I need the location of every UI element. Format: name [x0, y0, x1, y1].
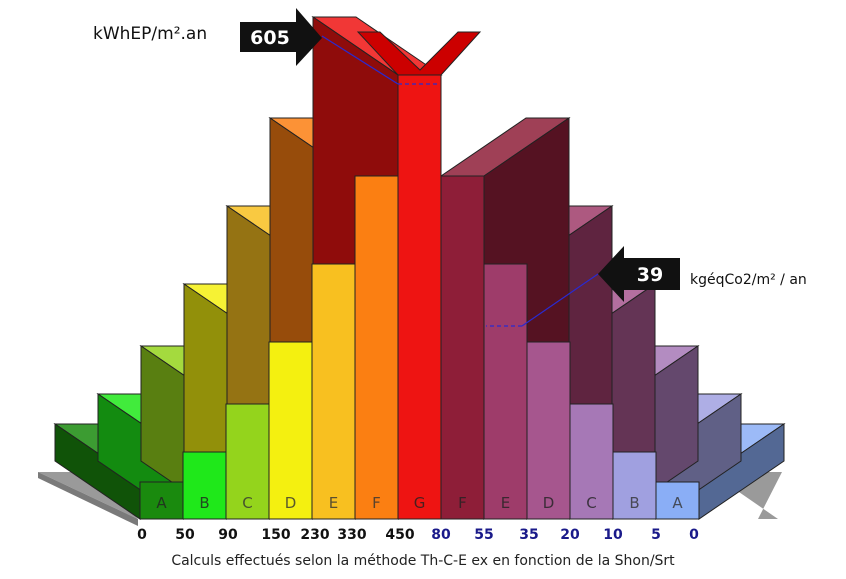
ghg-pointer-line — [521, 273, 599, 327]
bar-energy-F — [354, 175, 399, 520]
bar-ghg-D — [526, 341, 571, 520]
class-letter-ghg-D: D — [543, 494, 555, 512]
threshold-energy-450: 450 — [385, 527, 414, 543]
bar-ghg-F — [440, 175, 485, 520]
bar-ghg-B — [612, 451, 657, 520]
bar-energy-D — [268, 341, 313, 520]
threshold-energy-50: 50 — [175, 527, 195, 543]
class-letter-ghg-F: F — [458, 494, 467, 512]
energy-unit-label: kWhEP/m².an — [93, 24, 208, 44]
ghg-indicator-arrow — [598, 246, 680, 302]
threshold-energy-150: 150 — [261, 527, 290, 543]
class-letter-ghg-A: A — [672, 494, 683, 512]
threshold-energy-90: 90 — [218, 527, 238, 543]
ghg-indicator-value: 39 — [637, 264, 663, 286]
bar-energy-A — [139, 481, 184, 520]
energy-pointer-line — [321, 35, 399, 85]
energy-indicator-value: 605 — [250, 27, 290, 49]
threshold-ghg-35: 35 — [519, 527, 538, 543]
class-letter-energy-D: D — [285, 494, 297, 512]
floor-left-edge — [38, 472, 138, 526]
class-letter-energy-A: A — [156, 494, 167, 512]
threshold-ghg-80: 80 — [431, 527, 451, 543]
class-letter-energy-E: E — [329, 494, 338, 512]
class-letter-energy-C: C — [242, 494, 252, 512]
threshold-ghg-10: 10 — [603, 527, 623, 543]
energy-indicator-arrow — [240, 8, 322, 66]
bar-ghg-A — [655, 481, 700, 520]
chart-caption: Calculs effectués selon la méthode Th-C-… — [171, 553, 675, 569]
ghg-unit-label: kgéqCo2/m² / an — [690, 272, 807, 288]
threshold-ghg-20: 20 — [560, 527, 580, 543]
class-letter-ghg-C: C — [586, 494, 596, 512]
threshold-ghg-55: 55 — [474, 527, 493, 543]
class-letter-ghg-B: B — [629, 494, 639, 512]
threshold-energy-230: 230 — [300, 527, 329, 543]
class-letter-energy-F: F — [372, 494, 381, 512]
bar-energy-B — [182, 451, 227, 520]
class-letter-energy-B: B — [199, 494, 209, 512]
bar-ghg-E — [483, 263, 528, 520]
indicators-group: 605 39 — [240, 8, 680, 327]
bar-energy-C — [225, 403, 270, 520]
chart-floor — [38, 472, 782, 526]
bar-energy-E — [311, 263, 356, 520]
bar-top-center-G — [356, 31, 482, 76]
bar-energy-G — [397, 74, 442, 520]
class-letter-ghg-E: E — [501, 494, 510, 512]
threshold-energy-330: 330 — [337, 527, 366, 543]
bars-group: A B C D E F G F E D C B A0 50 90 150 230 330 450 80 55 35 20 10… — [53, 16, 786, 543]
class-letter-energy-G: G — [414, 494, 426, 512]
threshold-ghg-0: 0 — [689, 527, 699, 543]
threshold-ghg-5: 5 — [651, 527, 661, 543]
threshold-energy-0: 0 — [137, 527, 147, 543]
bar-ghg-C — [569, 403, 614, 520]
